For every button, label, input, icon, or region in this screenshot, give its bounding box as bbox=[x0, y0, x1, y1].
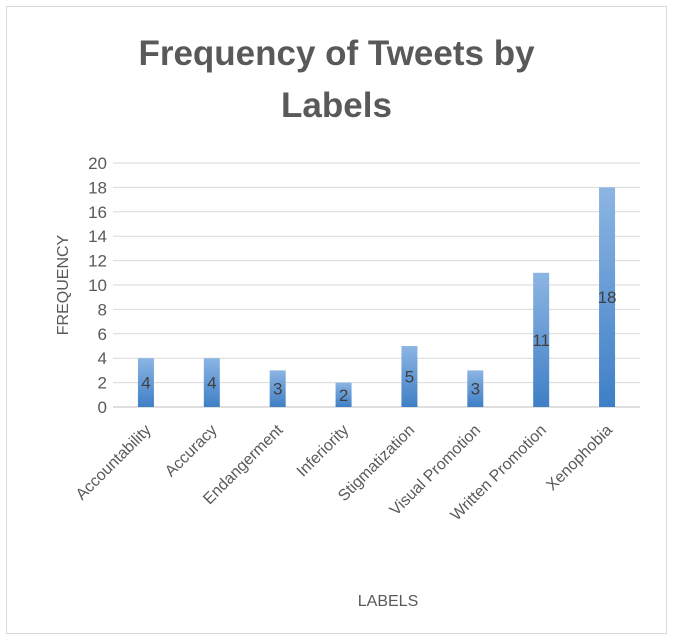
data-label: 4 bbox=[141, 374, 150, 393]
y-tick-label: 20 bbox=[88, 154, 107, 173]
chart-frame bbox=[6, 6, 667, 634]
bar bbox=[533, 272, 550, 407]
data-label: 3 bbox=[471, 380, 480, 399]
y-tick-label: 6 bbox=[98, 325, 107, 344]
y-tick-label: 14 bbox=[88, 227, 107, 246]
chart-title: Frequency of Tweets by Labels bbox=[0, 28, 673, 132]
x-axis-title: LABELS bbox=[358, 593, 418, 610]
y-tick-label: 10 bbox=[88, 276, 107, 295]
bar bbox=[467, 370, 484, 407]
y-tick-label: 18 bbox=[88, 178, 107, 197]
bar bbox=[203, 358, 220, 407]
y-tick-label: 4 bbox=[98, 349, 107, 368]
y-tick-label: 0 bbox=[98, 398, 107, 417]
data-label: 2 bbox=[339, 386, 348, 405]
x-tick-label: Inferiority bbox=[294, 422, 353, 481]
data-label: 11 bbox=[532, 331, 550, 350]
data-label: 3 bbox=[273, 380, 282, 399]
bar bbox=[335, 382, 352, 407]
y-tick-label: 12 bbox=[88, 252, 107, 271]
y-axis-title: FREQUENCY bbox=[55, 234, 72, 335]
x-tick-label: Xenophobia bbox=[543, 422, 615, 494]
bars bbox=[137, 187, 616, 407]
x-tick-label: Accountability bbox=[73, 422, 155, 504]
y-axis-ticks: 0 2 4 6 8 10 12 14 16 18 20 bbox=[88, 154, 107, 417]
data-label: 4 bbox=[207, 374, 216, 393]
bar bbox=[401, 346, 418, 407]
y-tick-label: 16 bbox=[88, 203, 107, 222]
bar bbox=[137, 358, 154, 407]
y-tick-label: 2 bbox=[98, 374, 107, 393]
y-tick-label: 8 bbox=[98, 300, 107, 319]
chart-title-line-1: Frequency of Tweets by bbox=[138, 34, 535, 73]
bar bbox=[269, 370, 286, 407]
x-tick-label: Accuracy bbox=[162, 422, 221, 481]
bar bbox=[599, 187, 616, 407]
data-label: 18 bbox=[598, 288, 617, 307]
data-label: 5 bbox=[405, 368, 414, 387]
chart-title-line-2: Labels bbox=[281, 86, 392, 125]
data-labels: 4 4 3 2 5 3 11 18 bbox=[141, 288, 616, 405]
gridlines bbox=[113, 162, 640, 408]
